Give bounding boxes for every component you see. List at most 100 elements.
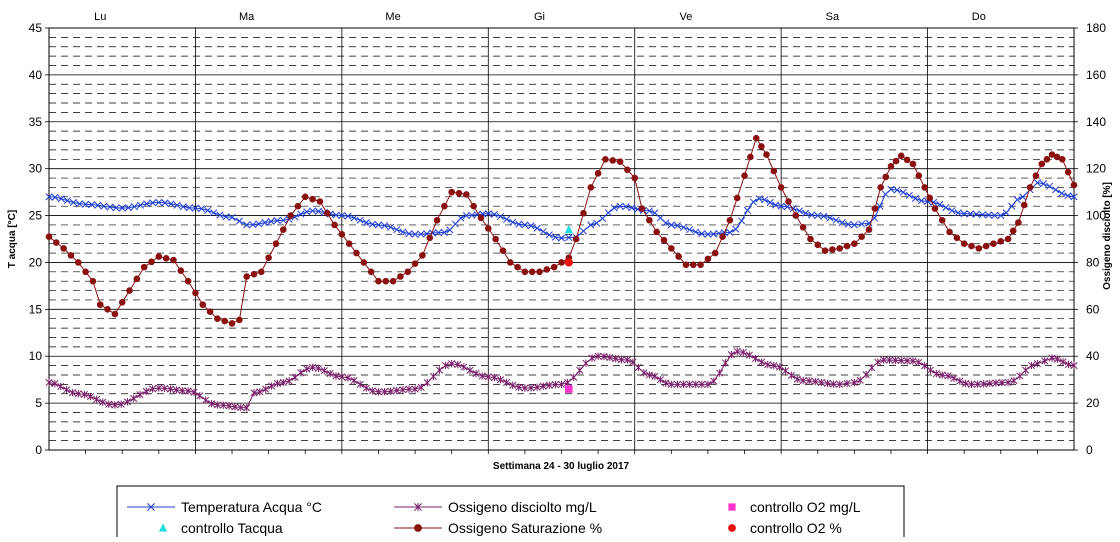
data-point [82, 268, 89, 276]
data-point [297, 368, 305, 377]
data-point [944, 372, 952, 380]
data-point [225, 402, 233, 410]
data-point [917, 197, 926, 205]
data-point [545, 231, 553, 239]
data-point [243, 273, 250, 280]
data-point [926, 366, 935, 374]
data-point [228, 213, 236, 221]
data-point [1013, 195, 1021, 204]
data-point [1059, 358, 1067, 366]
data-point [814, 212, 822, 220]
data-point [915, 358, 923, 366]
data-point [190, 388, 198, 396]
data-point [509, 381, 517, 389]
data-point [338, 373, 346, 381]
data-point [656, 375, 664, 384]
data-point [155, 253, 163, 260]
data-point [593, 219, 601, 227]
data-point [331, 221, 338, 229]
data-point [60, 245, 67, 252]
day-label: Gi [534, 11, 545, 23]
data-point [82, 200, 90, 208]
data-point [938, 216, 946, 224]
data-point [557, 234, 566, 242]
data-point [704, 255, 712, 263]
data-point [799, 223, 807, 231]
data-point [45, 233, 53, 240]
data-point [909, 357, 917, 365]
data-point [1058, 189, 1066, 197]
legend-entry: controllo O2 mg/L [728, 499, 861, 515]
data-point [279, 378, 287, 387]
data-point [899, 188, 907, 196]
y-left-axis-title: T acqua [°C] [7, 210, 18, 268]
data-point [710, 377, 718, 385]
data-point [51, 193, 59, 201]
legend-label: controllo Tacqua [181, 520, 283, 536]
data-point [808, 211, 816, 219]
data-point [350, 376, 358, 385]
data-point [885, 356, 894, 364]
data-point [582, 359, 590, 367]
y-left-tick-label: 0 [35, 443, 42, 457]
day-label: Sa [826, 11, 840, 23]
data-point [1070, 193, 1078, 201]
day-label: Ma [239, 11, 255, 23]
legend-layer: Temperatura Acqua °C Ossigeno disciolto m… [116, 485, 905, 539]
data-point [829, 246, 836, 253]
data-point [521, 221, 529, 229]
data-point [990, 240, 997, 247]
data-point [747, 153, 754, 161]
legend-entry: Ossigeno disciolto mg/L [394, 499, 597, 515]
data-point [462, 212, 470, 220]
data-point [909, 160, 917, 168]
data-point [478, 372, 486, 380]
data-point [533, 383, 541, 391]
data-point [130, 203, 138, 211]
data-point [651, 372, 659, 381]
x-axis-title: Settimana 24 - 30 luglio 2017 [493, 461, 630, 472]
data-point [350, 214, 358, 222]
data-point [1052, 186, 1060, 194]
data-point [758, 143, 765, 150]
data-point [785, 198, 792, 205]
data-point [338, 212, 346, 220]
day-label: Me [385, 11, 400, 23]
data-point [166, 385, 175, 393]
data-point [74, 390, 82, 398]
y-left-tick-label: 10 [29, 349, 43, 363]
data-point [136, 201, 145, 209]
data-point [858, 220, 866, 228]
data-point [594, 170, 602, 177]
data-point [490, 373, 498, 382]
data-point [374, 388, 383, 396]
data-point [237, 403, 245, 412]
series-line-ossigeno-mgl [48, 350, 1075, 409]
data-point [587, 221, 595, 229]
y-left-tick-label: 20 [29, 255, 43, 269]
data-point [423, 379, 431, 387]
data-point [303, 365, 311, 373]
data-point [249, 221, 257, 229]
data-point [155, 384, 163, 392]
data-point [206, 308, 214, 315]
data-point [393, 226, 401, 234]
data-point [411, 385, 419, 393]
data-point [521, 268, 529, 276]
data-point [766, 198, 774, 206]
data-point [204, 206, 212, 214]
data-point [142, 387, 150, 395]
data-point [509, 218, 517, 226]
data-point [362, 219, 370, 227]
data-point [576, 366, 584, 374]
data-point [836, 245, 844, 252]
data-point [527, 222, 535, 230]
y-right-tick-label: 120 [1086, 162, 1106, 176]
data-point [634, 363, 642, 372]
data-point [451, 220, 459, 228]
data-point [528, 268, 536, 276]
data-point [496, 375, 505, 384]
legend-marker [414, 524, 422, 532]
data-point [124, 204, 132, 212]
data-point [332, 211, 340, 219]
